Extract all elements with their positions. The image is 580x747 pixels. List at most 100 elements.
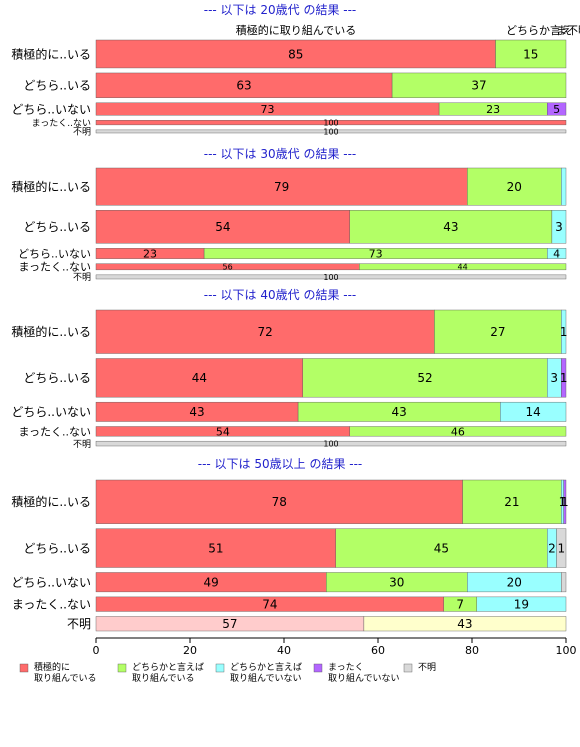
bar-segment	[563, 479, 567, 524]
data-label: 1	[560, 371, 568, 385]
legend-swatch	[403, 663, 413, 673]
group-title: --- 以下は 20歳代 の結果 ---	[204, 3, 357, 17]
x-tick-label: 40	[277, 644, 291, 657]
data-label: 100	[323, 127, 338, 136]
bar-segment	[95, 528, 336, 568]
x-tick-label: 0	[93, 644, 100, 657]
bar-row: どちら..いない 49 30 20	[11, 572, 567, 593]
data-label: 15	[523, 47, 538, 61]
data-label: 43	[189, 405, 204, 419]
data-label: 51	[208, 541, 223, 555]
bar-row: 積極的に..いる 72 27 1	[11, 309, 567, 354]
bar-segment	[95, 167, 468, 206]
legend-label: 取り組んでいない	[230, 672, 302, 684]
legend-label: どちらかと言えば	[230, 661, 302, 673]
data-label: 73	[261, 103, 275, 116]
data-label: 20	[507, 576, 522, 590]
bar-segment	[467, 167, 562, 206]
category-label: 不明	[73, 439, 91, 450]
column-header-label-1: 積極的に取り組んでいる	[236, 23, 356, 37]
chart-group: --- 以下は 50歳以上 の結果 ---積極的に..いる 78 21 11どちら..…	[11, 457, 569, 632]
bar-segment	[95, 440, 567, 447]
bar-row: どちら..いない 23 73 4	[18, 247, 567, 260]
category-label: 積極的に..いる	[11, 179, 91, 194]
bar-row: どちら..いない 73 23 5	[11, 102, 567, 116]
bar-segment	[561, 358, 567, 398]
bar-segment	[391, 72, 567, 99]
bar-row: 不明 100	[73, 439, 567, 450]
legend-label: 取り組んでいない	[328, 672, 400, 684]
bar-segment	[95, 72, 393, 99]
category-label: どちら..いる	[23, 371, 91, 385]
data-label: 14	[525, 405, 540, 419]
bar-segment	[434, 309, 562, 354]
data-label: 100	[323, 273, 338, 282]
bar-segment	[547, 102, 567, 116]
bar-segment	[95, 358, 304, 398]
x-tick-label: 80	[465, 644, 479, 657]
bar-row: どちら..いる 63 37	[23, 72, 567, 99]
bar-row: 不明 57 43	[67, 616, 567, 632]
x-tick-label: 20	[183, 644, 197, 657]
category-label: 積極的に..いる	[11, 46, 91, 61]
data-label: 19	[514, 597, 529, 611]
legend-item: 積極的に取り組んでいる	[19, 661, 97, 684]
category-label: どちら..いない	[18, 247, 91, 260]
x-tick-label: 100	[556, 644, 577, 657]
bar-segment	[349, 210, 553, 244]
data-label: 78	[272, 495, 287, 509]
group-title: --- 以下は 30歳代 の結果 ---	[204, 147, 357, 161]
bar-row: 積極的に..いる 85 15	[11, 39, 567, 69]
category-label: まったく..ない	[18, 425, 91, 438]
bar-row: まったく..ない 100	[32, 118, 567, 129]
data-label: 56	[223, 263, 233, 272]
category-label: 積極的に..いる	[11, 494, 91, 509]
data-label: 100	[323, 439, 338, 448]
bar-segment	[349, 426, 567, 437]
x-tick-label: 60	[371, 644, 385, 657]
data-label: 1	[561, 495, 569, 509]
legend-swatch	[19, 663, 29, 673]
legend-swatch	[117, 663, 127, 673]
bar-segment	[561, 572, 567, 593]
legend-label: 取り組んでいる	[132, 672, 195, 684]
data-label: 85	[288, 47, 303, 61]
bar-segment	[363, 616, 567, 632]
bar-row: まったく..ない 56 44	[18, 261, 567, 274]
bar-segment	[95, 129, 567, 134]
data-label: 20	[507, 180, 522, 194]
data-label: 54	[216, 425, 230, 438]
data-label: 30	[389, 576, 404, 590]
legend-label: 積極的に	[34, 661, 70, 673]
data-label: 46	[451, 425, 465, 438]
column-header-label-3: ま不明	[556, 24, 580, 37]
data-label: 3	[550, 371, 558, 385]
data-label: 44	[192, 371, 207, 385]
chart-group: --- 以下は 20歳代 の結果 --- 積極的に..いる 85 15 どちら..いる 6…	[11, 3, 567, 138]
bar-segment	[95, 274, 567, 280]
bar-row: まったく..ない 54 46	[18, 425, 567, 438]
bar-row: どちら..いる 54 43 3	[23, 210, 567, 244]
data-label: 74	[262, 597, 277, 611]
category-label: どちら..いる	[23, 220, 91, 234]
data-label: 4	[553, 247, 560, 260]
data-label: 43	[457, 617, 472, 631]
bar-row: どちら..いる 51 45 2 1	[23, 528, 567, 568]
legend-label: まったく	[328, 662, 364, 673]
category-label: どちら..いない	[11, 405, 91, 419]
category-label: どちら..いる	[23, 79, 91, 93]
bar-segment	[547, 248, 567, 259]
bar-segment	[561, 309, 567, 354]
bar-row: どちら..いる 44 52 3 1	[23, 358, 568, 398]
bar-segment	[302, 358, 548, 398]
data-label: 44	[458, 263, 468, 272]
column-header-label-2: どちらか言え	[506, 24, 572, 37]
data-label: 57	[222, 617, 237, 631]
bar-row: 不明 100	[73, 272, 567, 283]
chart-groups: --- 以下は 20歳代 の結果 --- 積極的に..いる 85 15 どちら..いる 6…	[11, 3, 569, 632]
legend-swatch	[215, 663, 225, 673]
data-label: 79	[274, 180, 289, 194]
